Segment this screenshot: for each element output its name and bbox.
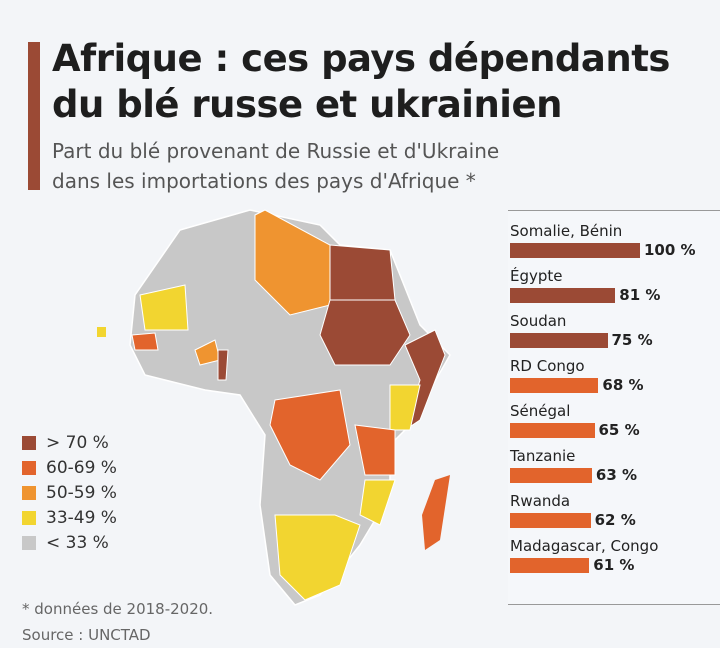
bar-track: 61 % — [510, 556, 658, 574]
bar-track: 100 % — [510, 241, 696, 259]
map-legend: > 70 % 60-69 % 50-59 % 33-49 % < 33 % — [22, 430, 117, 555]
legend-swatch — [22, 460, 36, 475]
legend-label: 60-69 % — [46, 457, 117, 478]
africa-map — [97, 209, 451, 606]
bar — [510, 242, 640, 258]
legend-item: 60-69 % — [22, 455, 117, 480]
bar — [510, 422, 595, 438]
bar — [510, 467, 592, 483]
legend-item: 50-59 % — [22, 480, 117, 505]
bar-track: 81 % — [510, 286, 660, 304]
bar-label: Tanzanie — [510, 447, 576, 465]
bar-label: Rwanda — [510, 492, 571, 510]
country-kenya — [389, 384, 421, 431]
bar-track: 68 % — [510, 376, 644, 394]
bar-value-label: 68 % — [602, 376, 644, 394]
bar-value-label: 100 % — [644, 241, 696, 259]
legend-swatch — [22, 535, 36, 550]
legend-swatch — [22, 510, 36, 525]
page-title: Afrique : ces pays dépendants du blé russ… — [52, 36, 670, 128]
legend-swatch — [22, 485, 36, 500]
legend-item: > 70 % — [22, 430, 117, 455]
legend-label: 50-59 % — [46, 482, 117, 503]
bar-row: Somalie, Bénin 100 % — [510, 221, 696, 259]
bar-track: 65 % — [510, 421, 640, 439]
bar-label: Soudan — [510, 312, 567, 330]
bar-value-label: 63 % — [595, 466, 638, 484]
country-sudan — [319, 299, 411, 366]
bar-track: 75 % — [510, 331, 653, 349]
bar-track: 63 % — [510, 466, 637, 484]
legend-item: < 33 % — [22, 530, 117, 555]
bar — [510, 512, 591, 528]
bar-row: Rwanda 62 % — [510, 491, 636, 529]
title-accent-bar — [28, 42, 40, 190]
subtitle: Part du blé provenant de Russie et d'Ukr… — [52, 136, 499, 196]
bar-value-label: 65 % — [598, 421, 640, 439]
country-madagascar — [422, 475, 450, 550]
country-tanzania — [354, 424, 396, 476]
bar-row: Madagascar, Congo 61 % — [510, 536, 658, 574]
subtitle-line-2: dans les importations des pays d'Afrique… — [52, 169, 476, 193]
legend-item: 33-49 % — [22, 505, 117, 530]
bar — [510, 332, 608, 348]
country-egypt — [329, 244, 396, 301]
bar-value-label: 75 % — [611, 331, 653, 349]
country-cape-verde — [97, 327, 106, 337]
footnote: * données de 2018-2020. — [22, 600, 214, 618]
bar — [510, 557, 590, 573]
legend-swatch — [22, 435, 36, 450]
bar-row: Tanzanie 63 % — [510, 446, 637, 484]
title-line-2: du blé russe et ukrainien — [52, 83, 562, 126]
country-senegal — [131, 332, 159, 351]
legend-label: < 33 % — [46, 532, 109, 553]
footer: * données de 2018-2020. Source : UNCTAD — [22, 596, 213, 648]
bar-row: Soudan 75 % — [510, 311, 653, 349]
bar-row: Égypte 81 % — [510, 266, 660, 304]
bar-value-label: 81 % — [619, 286, 661, 304]
bar-label: RD Congo — [510, 357, 585, 375]
country-drc — [269, 389, 351, 481]
source: Source : UNCTAD — [22, 626, 151, 644]
bar-value-label: 62 % — [594, 511, 636, 529]
country-benin — [217, 349, 229, 381]
legend-label: 33-49 % — [46, 507, 117, 528]
bar-label: Somalie, Bénin — [510, 222, 623, 240]
bar-value-label: 61 % — [593, 556, 635, 574]
bar-row: Sénégal 65 % — [510, 401, 640, 439]
title-line-1: Afrique : ces pays dépendants — [52, 37, 670, 80]
bar-label: Égypte — [510, 267, 563, 285]
bar — [510, 377, 599, 393]
country-south — [274, 514, 361, 601]
bar-row: RD Congo 68 % — [510, 356, 644, 394]
bar — [510, 287, 616, 303]
bar-label: Madagascar, Congo — [510, 537, 659, 555]
bar-track: 62 % — [510, 511, 636, 529]
subtitle-line-1: Part du blé provenant de Russie et d'Ukr… — [52, 139, 500, 163]
country-mauritania — [139, 284, 189, 331]
country-mozambique — [359, 479, 396, 526]
bar-label: Sénégal — [510, 402, 571, 420]
legend-label: > 70 % — [46, 432, 109, 453]
bar-chart-panel: Somalie, Bénin 100 % Égypte 81 % Soudan 75 % R… — [508, 210, 720, 605]
